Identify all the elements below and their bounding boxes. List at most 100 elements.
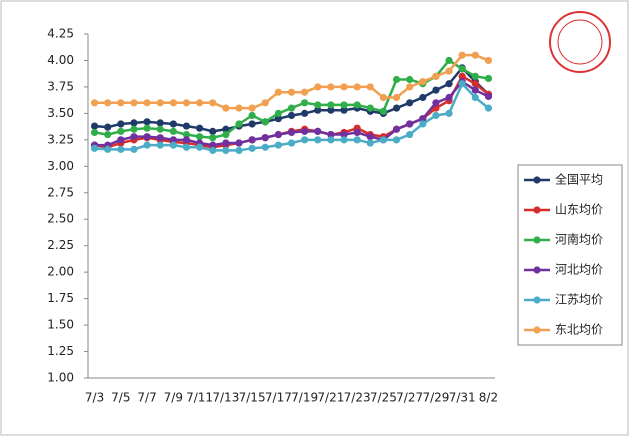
point [169, 127, 177, 135]
y-tick-label: 3.25 [47, 132, 74, 146]
point [156, 134, 164, 142]
point [117, 127, 125, 135]
legend-marker [533, 176, 541, 184]
point [445, 93, 453, 102]
point [195, 124, 204, 132]
point [248, 136, 256, 144]
point [406, 120, 414, 128]
point [195, 143, 204, 151]
point [235, 104, 243, 112]
point [484, 92, 493, 101]
point [327, 106, 335, 114]
point [156, 99, 164, 107]
point [287, 104, 296, 112]
legend-label: 河北均价 [555, 263, 603, 277]
x-tick-label: 7/9 [164, 391, 183, 405]
legend-label: 山东均价 [555, 203, 603, 217]
point [143, 99, 151, 107]
point [130, 125, 138, 133]
legend-label: 东北均价 [555, 323, 603, 337]
legend-box [517, 164, 623, 346]
point [327, 83, 335, 91]
point [484, 104, 493, 112]
point [458, 51, 466, 59]
point [235, 146, 243, 155]
point [445, 109, 453, 117]
x-tick-label: 7/11 [186, 391, 213, 405]
point [248, 120, 256, 128]
point [195, 99, 204, 107]
x-tick-label: 7/31 [449, 391, 476, 405]
logo-ring [557, 19, 603, 65]
y-tick-label: 3.00 [47, 159, 74, 173]
point [209, 141, 217, 149]
y-tick-label: 1.75 [47, 291, 74, 305]
y-tick-label: 2.50 [47, 212, 74, 226]
point [432, 99, 440, 107]
point [90, 128, 99, 137]
legend-marker [533, 296, 541, 304]
point [419, 115, 427, 123]
point [287, 128, 296, 137]
x-tick-label: 7/29 [422, 391, 449, 405]
point [274, 115, 282, 123]
point [117, 99, 125, 107]
point [261, 143, 269, 151]
point [471, 80, 479, 88]
point [484, 74, 493, 83]
legend-marker [533, 206, 541, 214]
point [209, 99, 217, 107]
x-tick-label: 7/21 [317, 391, 344, 405]
point [156, 125, 164, 133]
point [169, 141, 177, 149]
y-tick-label: 1.00 [47, 371, 74, 385]
point [287, 139, 296, 147]
point [340, 106, 348, 114]
point [406, 83, 414, 91]
point [379, 107, 388, 115]
point [143, 141, 151, 149]
point [445, 80, 453, 88]
x-tick-label: 7/7 [137, 391, 156, 405]
y-tick-label: 1.25 [47, 344, 74, 358]
point [366, 104, 374, 112]
legend-marker [533, 236, 541, 244]
x-tick-label: 7/19 [291, 391, 318, 405]
x-tick-label: 8/2 [479, 391, 498, 405]
point [104, 99, 112, 107]
x-tick-label: 7/25 [370, 391, 397, 405]
point [130, 145, 138, 153]
point [419, 93, 427, 102]
point [169, 120, 177, 128]
point [248, 144, 256, 152]
point [235, 139, 243, 147]
point [314, 101, 322, 109]
point [248, 104, 256, 112]
point [314, 136, 322, 144]
point [406, 130, 414, 139]
y-tick-label: 4.00 [47, 53, 74, 67]
point [182, 99, 191, 107]
point [301, 127, 309, 135]
point [471, 86, 479, 94]
point [392, 104, 401, 112]
point [366, 139, 374, 147]
point [117, 120, 125, 128]
x-tick-label: 7/27 [396, 391, 423, 405]
x-tick-label: 7/17 [265, 391, 292, 405]
y-tick-label: 3.75 [47, 79, 74, 93]
point [130, 99, 138, 107]
point [130, 133, 138, 141]
point [117, 136, 125, 144]
point [353, 83, 361, 91]
y-tick-label: 2.75 [47, 185, 74, 199]
point [169, 99, 177, 107]
point [301, 136, 309, 144]
point [90, 122, 99, 130]
point [90, 99, 99, 107]
point [261, 118, 269, 126]
point [182, 130, 191, 139]
point [392, 93, 401, 102]
